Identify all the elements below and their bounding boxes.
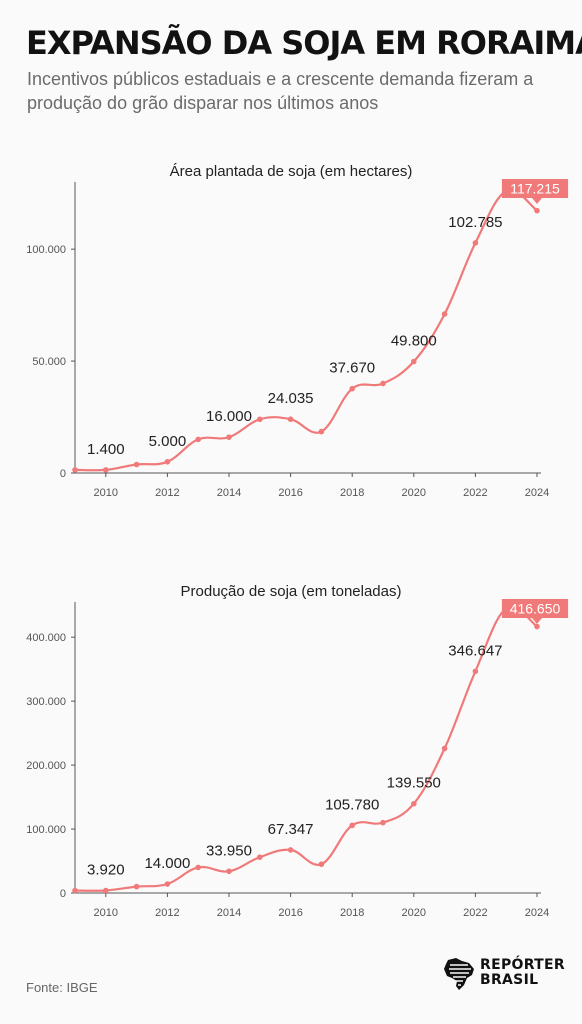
data-label: 102.785 — [448, 214, 502, 231]
highlight-label-pointer — [532, 198, 542, 204]
data-point — [257, 416, 263, 423]
data-label: 24.035 — [268, 390, 314, 407]
x-tick-label: 2020 — [402, 907, 426, 919]
chart-title: Produção de soja (em toneladas) — [181, 583, 402, 600]
logo-line2: BRASIL — [480, 972, 539, 988]
y-tick-label: 100.000 — [26, 824, 66, 836]
data-point — [257, 854, 263, 860]
page-title: EXPANSÃO DA SOJA EM RORAIMA — [26, 24, 582, 62]
y-tick-label: 100.000 — [26, 244, 66, 256]
x-tick-label: 2016 — [278, 487, 302, 499]
data-point — [472, 240, 479, 246]
data-label: 1.400 — [87, 441, 125, 458]
y-tick-label: 200.000 — [26, 760, 66, 772]
production-chart: Produção de soja (em toneladas) 0 100.000 2… — [26, 583, 569, 919]
data-point — [287, 416, 294, 422]
source-note: Fonte: IBGE — [26, 980, 98, 995]
x-tick-label: 2010 — [94, 487, 118, 499]
data-point — [226, 868, 232, 875]
x-tick-label: 2014 — [217, 487, 241, 499]
x-tick-label: 2016 — [278, 907, 302, 919]
highlight-label-pointer — [532, 618, 542, 624]
series-line — [74, 188, 538, 472]
data-label: 346.647 — [448, 642, 502, 659]
x-tick-label: 2022 — [463, 487, 487, 499]
data-point — [380, 819, 386, 826]
data-point — [164, 459, 171, 465]
data-label: 5.000 — [149, 433, 187, 450]
x-tick-label: 2018 — [340, 487, 364, 499]
data-point — [411, 358, 417, 365]
x-tick-label: 2024 — [525, 907, 549, 919]
data-point — [195, 864, 201, 871]
y-tick-label: 400.000 — [26, 632, 66, 644]
data-point — [318, 428, 325, 435]
data-point — [195, 436, 201, 443]
chart-title: Área plantada de soja (em hectares) — [170, 163, 413, 180]
data-label-highlight: 416.650 — [510, 601, 561, 617]
data-point — [534, 623, 540, 630]
data-label: 67.347 — [268, 821, 314, 838]
data-point — [441, 311, 448, 317]
reporter-brasil-logo[interactable]: REPÓRTER BRASIL — [442, 954, 565, 994]
data-point — [472, 668, 479, 675]
data-point — [318, 861, 325, 868]
data-point — [133, 883, 140, 890]
data-point — [441, 745, 448, 752]
data-point — [349, 385, 356, 392]
x-tick-label: 2012 — [155, 907, 179, 919]
data-label-highlight: 117.215 — [510, 181, 560, 197]
data-point — [103, 887, 109, 894]
x-tick-label: 2024 — [525, 487, 549, 499]
data-label: 3.920 — [87, 861, 125, 878]
data-point — [103, 467, 109, 473]
data-point — [72, 467, 78, 473]
data-label: 37.670 — [329, 360, 375, 377]
data-label: 139.550 — [387, 775, 441, 792]
data-point — [133, 461, 140, 468]
data-point — [226, 434, 232, 440]
data-point — [287, 847, 294, 853]
y-tick-label: 300.000 — [26, 696, 66, 708]
data-label: 33.950 — [206, 842, 252, 859]
series-line — [74, 605, 538, 892]
brazil-map-icon — [444, 958, 474, 990]
y-tick-label: 0 — [60, 468, 66, 480]
y-tick-label: 0 — [60, 888, 66, 900]
logo-line1: REPÓRTER — [480, 957, 565, 973]
x-tick-label: 2010 — [94, 907, 118, 919]
x-tick-label: 2014 — [217, 907, 241, 919]
data-point — [72, 887, 78, 894]
data-point — [349, 822, 356, 829]
data-label: 16.000 — [206, 408, 252, 425]
data-label: 14.000 — [144, 855, 190, 872]
data-point — [411, 800, 417, 807]
area-chart: Área plantada de soja (em hectares) 0 50.0… — [26, 163, 569, 499]
data-label: 105.780 — [325, 796, 379, 813]
x-tick-label: 2022 — [463, 907, 487, 919]
data-point — [164, 881, 171, 887]
data-label: 49.800 — [391, 333, 437, 350]
highlight-label-box — [501, 599, 569, 618]
data-point — [380, 380, 386, 387]
page-subtitle: Incentivos públicos estaduais e a cresce… — [27, 69, 534, 113]
x-tick-label: 2012 — [155, 487, 179, 499]
data-point — [534, 207, 540, 214]
x-tick-label: 2020 — [402, 487, 426, 499]
highlight-label-box — [501, 179, 569, 198]
y-tick-label: 50.000 — [32, 356, 66, 368]
x-tick-label: 2018 — [340, 907, 364, 919]
